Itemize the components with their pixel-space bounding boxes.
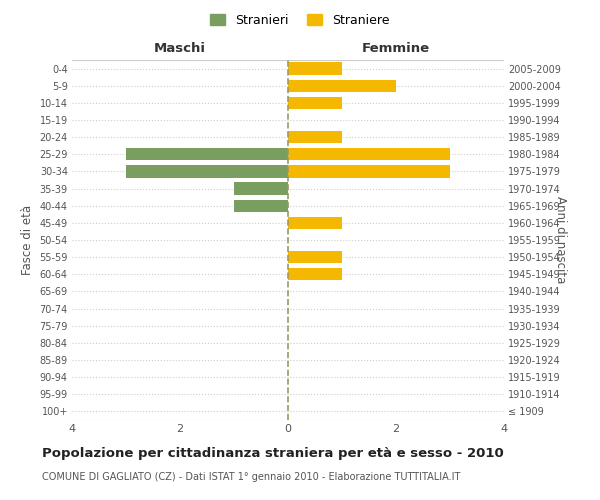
Text: Femmine: Femmine [362,42,430,55]
Bar [288,268,342,280]
Bar [234,182,288,194]
Y-axis label: Fasce di età: Fasce di età [21,205,34,275]
Bar [288,80,396,92]
Bar [288,62,342,74]
Text: COMUNE DI GAGLIATO (CZ) - Dati ISTAT 1° gennaio 2010 - Elaborazione TUTTITALIA.I: COMUNE DI GAGLIATO (CZ) - Dati ISTAT 1° … [42,472,460,482]
Bar [288,216,342,229]
Text: Popolazione per cittadinanza straniera per età e sesso - 2010: Popolazione per cittadinanza straniera p… [42,448,504,460]
Bar [288,148,450,160]
Bar [288,96,342,109]
Text: Maschi: Maschi [154,42,206,55]
Bar [126,148,288,160]
Bar [288,251,342,264]
Y-axis label: Anni di nascita: Anni di nascita [554,196,566,284]
Legend: Stranieri, Straniere: Stranieri, Straniere [205,8,395,32]
Bar [288,166,450,177]
Bar [234,200,288,212]
Bar [126,166,288,177]
Bar [288,131,342,143]
